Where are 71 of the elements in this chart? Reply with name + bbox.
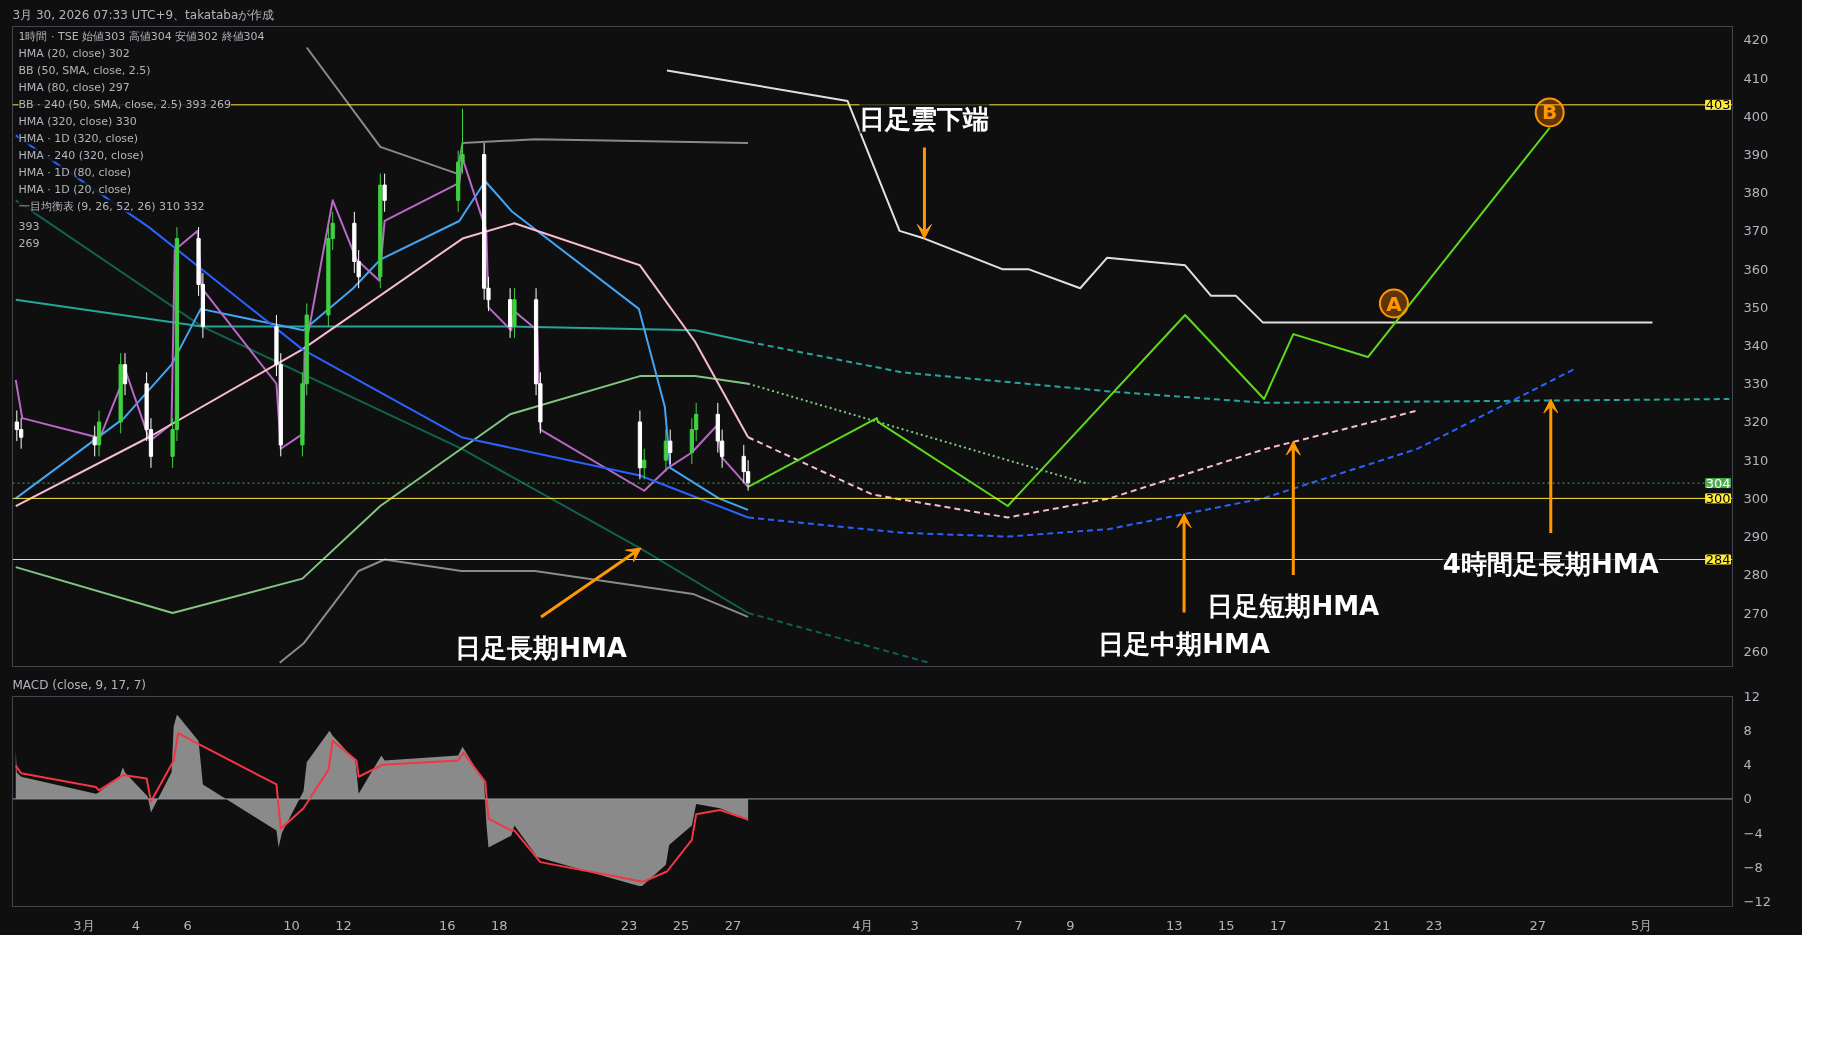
x-tick-label: 7 [1014, 917, 1023, 933]
annotation: B [1542, 100, 1558, 125]
chart-title: MACD (close, 9, 17, 7) [12, 677, 146, 692]
ref-line-label: 403 [1705, 97, 1731, 113]
x-tick-label: 3 [910, 917, 919, 933]
annotation: HMA (80, close) 297 [18, 80, 130, 94]
y-tick-label: 12 [1743, 689, 1761, 704]
y-tick-label: 420 [1743, 32, 1769, 48]
x-tick-label: 27 [1529, 917, 1547, 933]
annotation: HMA · 240 (320, close) [18, 148, 144, 162]
annotation: HMA · 1D (20, close) [18, 182, 132, 196]
annotation: 1時間 · TSE 始値303 高値304 安値302 終値304 [18, 29, 265, 43]
y-tick-label: 280 [1743, 567, 1769, 583]
x-tick-label: 4月 [852, 917, 874, 933]
annotation: A [1386, 291, 1403, 316]
annotation: HMA (20, close) 302 [18, 46, 130, 60]
x-tick-label: 3月 [73, 917, 95, 933]
y-tick-label: 310 [1743, 452, 1769, 468]
y-tick-label: 410 [1743, 70, 1769, 86]
y-tick-label: 300 [1743, 490, 1769, 506]
annotation: 日足雲下端 [859, 103, 990, 134]
x-tick-label: 15 [1217, 917, 1235, 933]
annotation: BB · 240 (50, SMA, close, 2.5) 393 269 [18, 97, 231, 111]
x-tick-label: 18 [491, 917, 508, 933]
annotation: 一目均衡表 (9, 26, 52, 26) 310 332 [18, 199, 205, 213]
x-tick-label: 13 [1166, 917, 1183, 933]
x-tick-label: 23 [620, 917, 638, 933]
y-tick-label: 390 [1743, 147, 1769, 162]
y-tick-label: 260 [1743, 643, 1769, 659]
x-tick-label: 23 [1425, 917, 1443, 933]
y-tick-label: −12 [1743, 893, 1771, 909]
x-tick-label: 9 [1066, 917, 1075, 933]
x-tick-label: 21 [1373, 917, 1391, 933]
x-tick-label: 25 [672, 917, 690, 933]
y-tick-label: 8 [1743, 723, 1752, 739]
x-tick-label: 4 [131, 917, 140, 933]
y-tick-label: 370 [1743, 223, 1769, 239]
x-tick-label: 27 [724, 917, 742, 933]
y-tick-label: −4 [1743, 825, 1763, 841]
annotation: 日足中期HMA [1098, 628, 1270, 659]
y-tick-label: 400 [1743, 108, 1769, 124]
x-tick-label: 10 [283, 917, 300, 933]
chart-title: 3月 30, 2026 07:33 UTC+9、takatabaが作成 [12, 7, 275, 22]
annotation: HMA · 1D (80, close) [18, 165, 132, 179]
y-tick-label: 0 [1743, 791, 1752, 807]
y-tick-label: 270 [1743, 605, 1769, 621]
annotation: HMA (320, close) 330 [18, 114, 137, 128]
x-tick-label: 6 [183, 917, 192, 933]
y-tick-label: −8 [1743, 859, 1763, 875]
ref-line-label: 284 [1705, 552, 1731, 568]
x-tick-label: 5月 [1631, 917, 1653, 933]
x-tick-label: 16 [439, 917, 456, 933]
y-tick-label: 330 [1743, 376, 1769, 392]
annotation: 日足短期HMA [1207, 591, 1380, 622]
ref-line-label: 304 [1705, 475, 1731, 491]
y-tick-label: 350 [1743, 299, 1769, 315]
annotation: 393 [18, 219, 40, 233]
annotation: 日足長期HMA [455, 633, 627, 664]
y-tick-label: 360 [1743, 261, 1769, 277]
annotation: 269 [18, 236, 40, 250]
y-tick-label: 380 [1743, 185, 1769, 201]
ref-line-label: 300 [1705, 490, 1731, 506]
annotation: 4時間足長期HMA [1442, 549, 1659, 580]
annotation: BB (50, SMA, close, 2.5) [18, 63, 151, 77]
annotation: HMA · 1D (320, close) [18, 131, 139, 145]
y-tick-label: 290 [1743, 529, 1769, 545]
y-tick-label: 4 [1743, 757, 1752, 773]
x-tick-label: 12 [335, 917, 352, 933]
y-tick-label: 320 [1743, 414, 1769, 430]
y-tick-label: 340 [1743, 338, 1769, 354]
x-tick-label: 17 [1269, 917, 1287, 933]
